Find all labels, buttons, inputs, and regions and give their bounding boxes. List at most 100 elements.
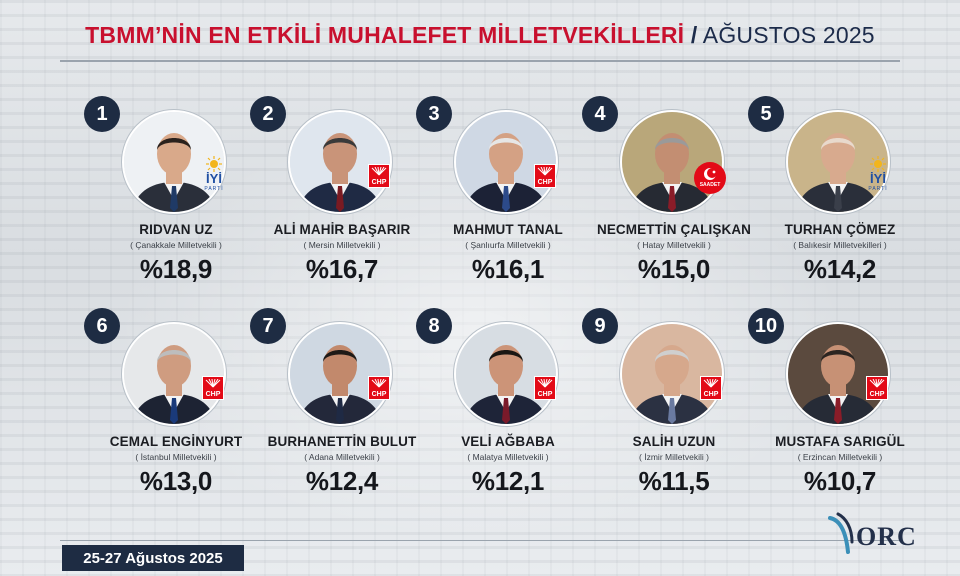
page-title: TBMM’NİN EN ETKİLİ MUHALEFET MİLLETVEKİL… <box>0 22 960 49</box>
deputy-card: 5 İYİ PARTİ TURHAN ÇÖMEZ ( Balıkesir Milletv… <box>748 96 930 298</box>
orc-logo: ORC <box>826 506 936 566</box>
orc-logo-mark-icon <box>828 512 854 554</box>
six-arrows-icon <box>205 379 221 388</box>
deputy-percentage: %12,4 <box>305 466 379 496</box>
rank-badge: 5 <box>748 96 784 132</box>
crescent-star-icon <box>704 168 717 180</box>
deputy-percentage: %16,7 <box>305 254 379 284</box>
deputy-photo <box>288 110 392 214</box>
rank-badge: 2 <box>250 96 286 132</box>
person-portrait-icon <box>124 112 224 212</box>
party-label: CHP <box>205 391 221 398</box>
party-label: CHP <box>869 391 885 398</box>
deputy-photo <box>454 110 558 214</box>
rank-badge: 6 <box>84 308 120 344</box>
deputy-name: MAHMUT TANAL <box>453 222 563 237</box>
party-sublabel: PARTİ <box>204 186 224 192</box>
chp-logo: CHP <box>368 164 390 188</box>
deputy-district: ( Çanakkale Milletvekili ) <box>130 240 222 250</box>
iyi-party-logo: İYİ PARTİ <box>200 156 228 194</box>
person-portrait-icon <box>456 324 556 424</box>
deputy-name: TURHAN ÇÖMEZ <box>784 222 896 237</box>
party-label: CHP <box>537 391 553 398</box>
rank-badge: 3 <box>416 96 452 132</box>
deputy-card: 10 CHP MUSTAFA SARIGÜL ( Erzincan Milletvek… <box>748 308 930 510</box>
deputy-percentage: %18,9 <box>139 254 213 284</box>
deputy-percentage: %15,0 <box>637 254 711 284</box>
sun-icon <box>870 156 886 172</box>
deputy-percentage: %11,5 <box>638 466 710 496</box>
deputy-card: 1 İYİ PARTİ RIDVAN UZ ( Çanakkale Milletveki… <box>84 96 266 298</box>
person-portrait-icon <box>290 112 390 212</box>
party-label: SAADET <box>699 182 721 188</box>
person-portrait-icon <box>456 112 556 212</box>
rank-badge: 8 <box>416 308 452 344</box>
chp-logo: CHP <box>866 376 888 400</box>
deputy-card: 8 CHP VELİ AĞBABA ( Malatya Milletvekili )%… <box>416 308 598 510</box>
deputy-name: RIDVAN UZ <box>139 222 213 237</box>
person-portrait-icon <box>788 324 888 424</box>
deputy-card: 4 SAADET NECMETTİN ÇALIŞKAN ( Hatay Milletv… <box>582 96 764 298</box>
party-label: CHP <box>703 391 719 398</box>
person-portrait-icon <box>622 324 722 424</box>
deputy-district: ( Şanlıurfa Milletvekili ) <box>465 240 551 250</box>
deputy-district: ( Erzincan Milletvekili ) <box>797 452 883 462</box>
deputy-name: VELİ AĞBABA <box>461 434 555 449</box>
saadet-party-logo: SAADET <box>694 162 726 194</box>
six-arrows-icon <box>537 167 553 176</box>
chp-logo: CHP <box>534 164 556 188</box>
deputy-photo <box>454 322 558 426</box>
party-sublabel: PARTİ <box>868 186 888 192</box>
deputy-name: ALİ MAHİR BAŞARIR <box>273 222 411 237</box>
rank-badge: 1 <box>84 96 120 132</box>
party-label: İYİ <box>206 171 222 186</box>
deputy-district: ( Balıkesir Milletvekilleri ) <box>793 240 887 250</box>
six-arrows-icon <box>703 379 719 388</box>
chp-logo: CHP <box>368 376 390 400</box>
deputy-district: ( Mersin Milletvekili ) <box>303 240 381 250</box>
deputy-district: ( İzmir Milletvekili ) <box>639 452 709 462</box>
chp-logo: CHP <box>534 376 556 400</box>
deputy-district: ( Hatay Milletvekili ) <box>637 240 711 250</box>
party-label: CHP <box>371 179 387 186</box>
title-separator: / <box>690 22 698 48</box>
deputy-card: 6 CHP CEMAL ENGİNYURT ( İstanbul Milletveki… <box>84 308 266 510</box>
deputy-card: 3 CHP MAHMUT TANAL ( Şanlıurfa Milletvekili… <box>416 96 598 298</box>
deputy-name: CEMAL ENGİNYURT <box>109 434 243 449</box>
title-main: TBMM’NİN EN ETKİLİ MUHALEFET MİLLETVEKİL… <box>85 22 685 48</box>
person-portrait-icon <box>788 112 888 212</box>
person-portrait-icon <box>290 324 390 424</box>
sun-icon <box>206 156 222 172</box>
title-month: AĞUSTOS 2025 <box>702 22 875 48</box>
deputy-percentage: %10,7 <box>803 466 877 496</box>
footer-divider <box>60 540 900 541</box>
deputy-card: 7 CHP BURHANETTİN BULUT ( Adana Milletvekil… <box>250 308 432 510</box>
deputy-name: SALİH UZUN <box>632 434 716 449</box>
deputy-percentage: %14,2 <box>803 254 877 284</box>
deputy-card: 2 CHP ALİ MAHİR BAŞARIR ( Mersin Milletveki… <box>250 96 432 298</box>
chp-logo: CHP <box>700 376 722 400</box>
deputy-percentage: %16,1 <box>471 254 545 284</box>
deputy-district: ( Malatya Milletvekili ) <box>467 452 549 462</box>
deputy-name: NECMETTİN ÇALIŞKAN <box>596 222 752 237</box>
rank-badge: 7 <box>250 308 286 344</box>
deputy-photo <box>122 322 226 426</box>
chp-logo: CHP <box>202 376 224 400</box>
deputy-card: 9 CHP SALİH UZUN ( İzmir Milletvekili ) %11,… <box>582 308 764 510</box>
deputy-photo <box>288 322 392 426</box>
survey-date-badge: 25-27 Ağustos 2025 <box>62 545 244 571</box>
deputy-district: ( Adana Milletvekili ) <box>304 452 380 462</box>
iyi-party-logo: İYİ PARTİ <box>864 156 892 194</box>
deputy-name: MUSTAFA SARIGÜL <box>775 434 905 449</box>
deputy-photo <box>620 322 724 426</box>
deputy-photo <box>122 110 226 214</box>
rank-badge: 4 <box>582 96 618 132</box>
rank-badge: 9 <box>582 308 618 344</box>
six-arrows-icon <box>371 379 387 388</box>
orc-logo-text: ORC <box>856 522 917 551</box>
person-portrait-icon <box>124 324 224 424</box>
six-arrows-icon <box>869 379 885 388</box>
six-arrows-icon <box>537 379 553 388</box>
rank-badge: 10 <box>748 308 784 344</box>
